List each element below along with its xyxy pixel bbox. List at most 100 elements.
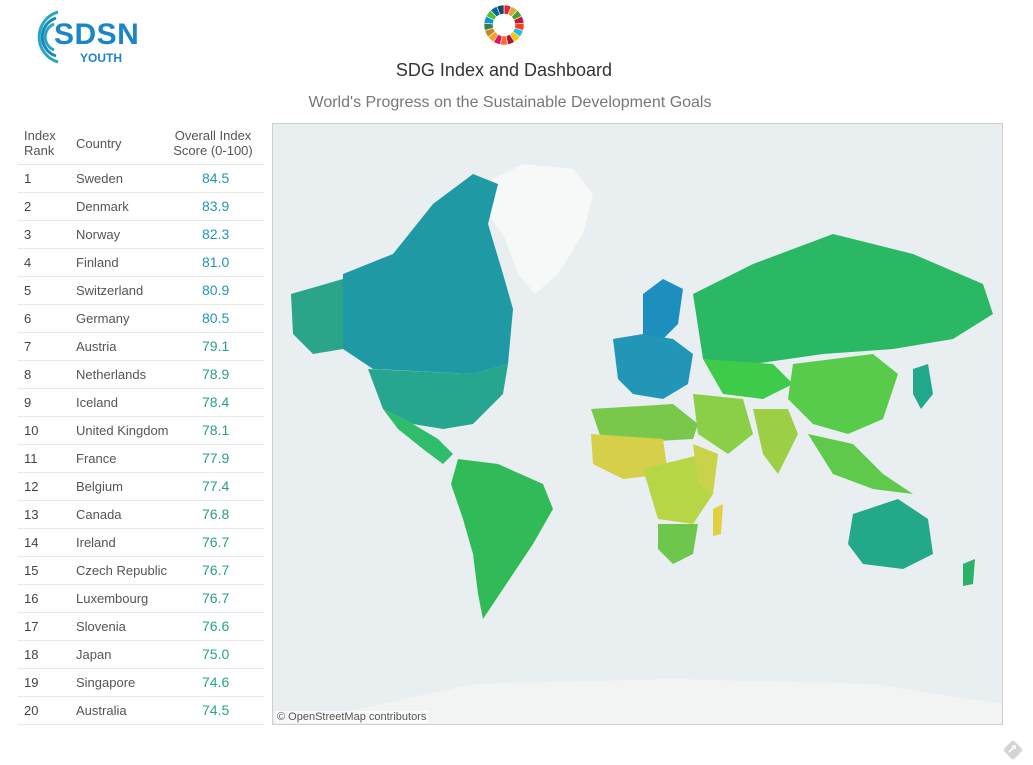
score-cell: 76.7 <box>202 562 230 578</box>
map-antarctica <box>273 679 1002 724</box>
table-row[interactable]: 2 Denmark 83.9 <box>18 193 264 221</box>
score-cell: 77.4 <box>202 478 230 494</box>
table-row[interactable]: 14 Ireland 76.7 <box>18 529 264 557</box>
country-cell: Denmark <box>76 199 129 214</box>
table-row[interactable]: 11 France 77.9 <box>18 445 264 473</box>
score-cell: 83.9 <box>202 198 230 214</box>
rank-cell: 3 <box>24 227 32 242</box>
score-cell: 79.1 <box>202 338 230 354</box>
rank-cell: 6 <box>24 311 32 326</box>
map-greenland <box>483 164 593 294</box>
sdsn-youth-logo: SDSN YOUTH <box>28 6 148 70</box>
logo-text: SDSN <box>54 18 140 51</box>
rank-cell: 16 <box>24 591 39 606</box>
map-central-asia <box>703 359 793 399</box>
score-cell: 84.5 <box>202 170 230 186</box>
score-cell: 81.0 <box>202 254 230 270</box>
country-cell: Finland <box>76 255 119 270</box>
rank-cell: 8 <box>24 367 32 382</box>
score-cell: 78.1 <box>202 422 230 438</box>
score-cell: 75.0 <box>202 646 230 662</box>
share-icon[interactable] <box>1003 740 1023 760</box>
country-cell: Australia <box>76 703 127 718</box>
ranking-table: Index Rank Country Overall Index Score (… <box>18 124 264 725</box>
rank-cell: 2 <box>24 199 32 214</box>
choropleth-map[interactable] <box>273 124 1002 724</box>
country-cell: Slovenia <box>76 619 126 634</box>
map-china <box>788 354 898 434</box>
country-cell: Ireland <box>76 535 116 550</box>
table-row[interactable]: 12 Belgium 77.4 <box>18 473 264 501</box>
rank-cell: 14 <box>24 535 39 550</box>
rank-cell: 10 <box>24 423 39 438</box>
score-cell: 74.5 <box>202 702 230 718</box>
table-row[interactable]: 10 United Kingdom 78.1 <box>18 417 264 445</box>
rank-cell: 1 <box>24 171 32 186</box>
table-row[interactable]: 16 Luxembourg 76.7 <box>18 585 264 613</box>
map-south-america <box>451 459 553 619</box>
rank-cell: 12 <box>24 479 39 494</box>
rank-cell: 15 <box>24 563 39 578</box>
table-row[interactable]: 19 Singapore 74.6 <box>18 669 264 697</box>
country-cell: Sweden <box>76 171 123 186</box>
rank-cell: 20 <box>24 703 39 718</box>
rank-cell: 7 <box>24 339 32 354</box>
table-row[interactable]: 18 Japan 75.0 <box>18 641 264 669</box>
logo-subtext: YOUTH <box>80 51 122 65</box>
score-cell: 82.3 <box>202 226 230 242</box>
table-row[interactable]: 3 Norway 82.3 <box>18 221 264 249</box>
header-rank[interactable]: Index Rank <box>24 128 56 158</box>
score-cell: 76.7 <box>202 590 230 606</box>
table-row[interactable]: 20 Australia 74.5 <box>18 697 264 725</box>
map-mexico <box>383 409 453 464</box>
map-north-africa <box>591 404 698 444</box>
map-attribution[interactable]: © OpenStreetMap contributors <box>275 711 429 723</box>
table-row[interactable]: 5 Switzerland 80.9 <box>18 277 264 305</box>
table-row[interactable]: 1 Sweden 84.5 <box>18 165 264 193</box>
score-cell: 76.6 <box>202 618 230 634</box>
country-cell: Switzerland <box>76 283 144 298</box>
table-row[interactable]: 6 Germany 80.5 <box>18 305 264 333</box>
table-row[interactable]: 9 Iceland 78.4 <box>18 389 264 417</box>
rank-cell: 9 <box>24 395 32 410</box>
score-cell: 80.9 <box>202 282 230 298</box>
table-row[interactable]: 15 Czech Republic 76.7 <box>18 557 264 585</box>
table-row[interactable]: 7 Austria 79.1 <box>18 333 264 361</box>
country-cell: Belgium <box>76 479 123 494</box>
rank-cell: 19 <box>24 675 39 690</box>
rank-cell: 17 <box>24 619 39 634</box>
score-cell: 74.6 <box>202 674 230 690</box>
rank-cell: 11 <box>24 451 38 466</box>
table-row[interactable]: 4 Finland 81.0 <box>18 249 264 277</box>
header-country[interactable]: Country <box>76 136 122 151</box>
sdg-wheel-icon <box>483 4 525 46</box>
country-cell: Austria <box>76 339 117 354</box>
map-europe <box>613 334 693 399</box>
map-scandinavia <box>643 279 683 344</box>
logo-arc-icon <box>37 10 59 64</box>
rank-cell: 5 <box>24 283 32 298</box>
table-row[interactable]: 13 Canada 76.8 <box>18 501 264 529</box>
country-cell: Czech Republic <box>76 563 168 578</box>
country-cell: Canada <box>76 507 122 522</box>
map-usa <box>368 364 508 429</box>
page-subtitle: World's Progress on the Sustainable Deve… <box>308 94 712 111</box>
table-row[interactable]: 17 Slovenia 76.6 <box>18 613 264 641</box>
world-map[interactable]: © OpenStreetMap contributors <box>272 123 1003 725</box>
header-score[interactable]: Overall Index Score (0-100) <box>173 128 253 158</box>
table-row[interactable]: 8 Netherlands 78.9 <box>18 361 264 389</box>
country-cell: Luxembourg <box>76 591 149 606</box>
country-cell: France <box>76 451 117 466</box>
map-australia <box>848 499 933 569</box>
map-russia <box>693 234 993 364</box>
map-southern-africa <box>658 524 698 564</box>
score-cell: 78.9 <box>202 366 230 382</box>
score-cell: 80.5 <box>202 310 230 326</box>
map-se-asia <box>808 434 913 494</box>
map-japan <box>913 364 933 409</box>
map-east-africa <box>693 444 718 494</box>
map-new-zealand <box>963 559 975 586</box>
score-cell: 76.8 <box>202 506 230 522</box>
country-cell: United Kingdom <box>76 423 169 438</box>
map-middle-east <box>693 394 753 454</box>
